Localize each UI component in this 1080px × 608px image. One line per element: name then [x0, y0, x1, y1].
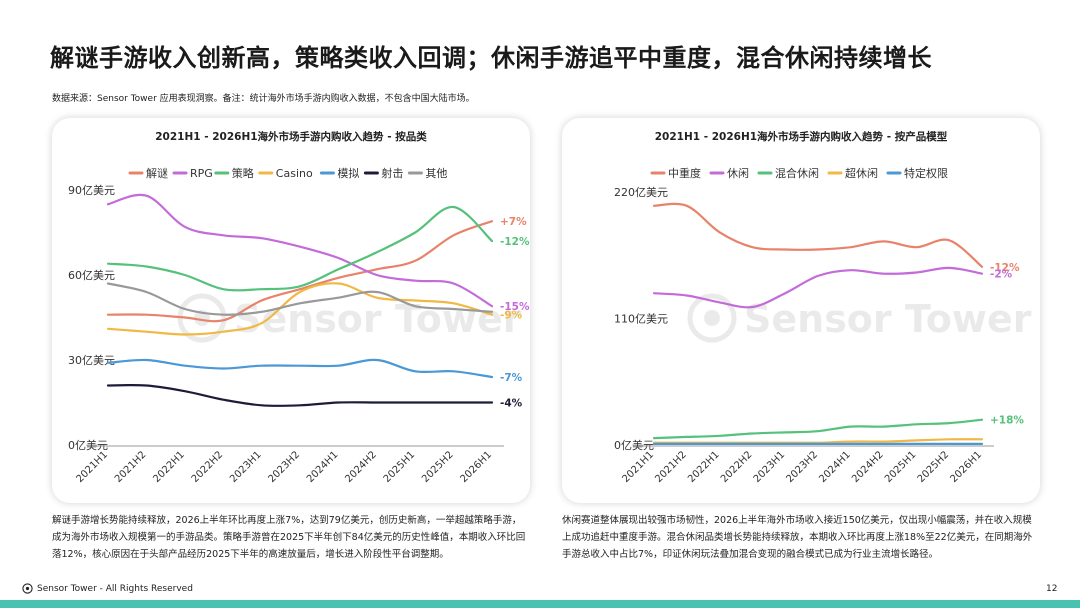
x-tick-label-8: 2025H1 [883, 449, 919, 485]
chart-panel-by-model: 2021H1 - 2026H1海外市场手游内购收入趋势 - 按产品模型 Senso… [562, 118, 1040, 503]
x-tick-label-7: 2024H2 [850, 449, 886, 485]
end-label-0: -12% [990, 262, 1020, 274]
chart-panel-by-genre: 2021H1 - 2026H1海外市场手游内购收入趋势 - 按品类 Sensor … [52, 118, 530, 503]
watermark-text: Sensor Tower [744, 297, 1032, 341]
legend-label-4: 特定权限 [904, 166, 948, 180]
legend-item-6: 其他 [407, 167, 447, 180]
legend-label-1: RPG [190, 167, 213, 180]
end-label-5: -4% [500, 398, 523, 410]
legend-item-3: 超休闲 [827, 166, 878, 180]
y-tick-label-0: 0亿美元 [614, 439, 654, 452]
description-right: 休闲赛道整体展现出较强市场韧性，2026上半年海外市场收入接近150亿美元，仅出… [562, 515, 1033, 560]
legend-label-1: 休闲 [727, 166, 749, 180]
legend-label-3: Casino [276, 167, 313, 180]
series-line-5 [106, 384, 494, 407]
x-tick-label-6: 2024H1 [817, 449, 853, 485]
bottom-accent-bar [0, 600, 1080, 608]
legend-item-4: 模拟 [319, 166, 359, 180]
series-line-2 [106, 205, 494, 292]
data-source-note: 数据来源：Sensor Tower 应用表现洞察。备注：统计海外市场手游内购收入… [52, 94, 475, 104]
series-line-0 [652, 202, 984, 268]
legend-label-2: 策略 [232, 166, 254, 180]
end-label-2: -12% [500, 236, 530, 248]
legend-item-0: 解谜 [128, 166, 168, 180]
legend-label-0: 中重度 [668, 166, 701, 180]
footer-brand: Sensor Tower - All Rights Reserved [22, 583, 193, 594]
legend-item-2: 策略 [214, 166, 254, 180]
x-tick-label-2: 2022H1 [151, 449, 187, 485]
y-tick-label-1: 110亿美元 [614, 313, 668, 326]
x-tick-label-3: 2022H2 [190, 449, 226, 485]
series-line-1 [106, 193, 494, 308]
series-line-1 [652, 266, 984, 309]
series-line-0 [106, 220, 494, 323]
legend-item-0: 中重度 [650, 166, 701, 180]
legend-label-5: 射击 [381, 166, 403, 180]
x-tick-label-10: 2026H1 [459, 449, 495, 485]
y-tick-label-3: 90亿美元 [68, 184, 115, 197]
x-tick-label-0: 2021H1 [621, 449, 657, 485]
x-tick-label-9: 2025H2 [420, 449, 456, 485]
page-number: 12 [1046, 584, 1058, 594]
end-label-2: +18% [990, 415, 1024, 427]
x-tick-label-4: 2023H1 [228, 449, 264, 485]
y-tick-label-1: 30亿美元 [68, 354, 115, 367]
x-tick-label-6: 2024H1 [305, 449, 341, 485]
x-tick-label-9: 2025H2 [916, 449, 952, 485]
series-line-6 [106, 282, 494, 316]
end-label-0: +7% [500, 216, 527, 228]
chart-by-model: 2021H1 - 2026H1海外市场手游内购收入趋势 - 按产品模型 Senso… [614, 130, 1032, 485]
legend-label-3: 超休闲 [845, 166, 878, 180]
end-label-4: -7% [500, 372, 523, 384]
watermark: Sensor Tower [687, 293, 1032, 343]
footer-text: Sensor Tower - All Rights Reserved [37, 583, 193, 594]
series-line-3 [652, 438, 984, 444]
x-tick-label-2: 2022H1 [686, 449, 722, 485]
chart-title: 2021H1 - 2026H1海外市场手游内购收入趋势 - 按产品模型 [655, 130, 948, 143]
watermark-logo-core [704, 310, 720, 326]
description-left: 解谜手游增长势能持续释放，2026上半年环比再度上涨7%，达到79亿美元，创历史… [52, 515, 526, 560]
series-line-3 [106, 282, 494, 336]
x-tick-label-0: 2021H1 [75, 449, 111, 485]
x-tick-label-1: 2021H2 [653, 449, 689, 485]
chart-title: 2021H1 - 2026H1海外市场手游内购收入趋势 - 按品类 [155, 130, 427, 143]
legend-item-1: 休闲 [709, 166, 749, 180]
legend-label-0: 解谜 [146, 166, 168, 180]
series-line-2 [652, 418, 984, 440]
end-label-1: -15% [500, 301, 530, 313]
watermark: Sensor Tower [177, 293, 522, 343]
legend-item-2: 混合休闲 [757, 166, 819, 180]
watermark-text: Sensor Tower [234, 297, 522, 341]
x-tick-label-8: 2025H1 [382, 449, 418, 485]
end-label-3: -9% [500, 310, 523, 322]
end-label-1: -2% [990, 269, 1013, 281]
legend-label-6: 其他 [425, 167, 447, 180]
legend-label-2: 混合休闲 [775, 166, 819, 180]
legend-label-4: 模拟 [337, 166, 359, 180]
x-tick-label-5: 2023H2 [785, 449, 821, 485]
x-tick-label-1: 2021H2 [113, 449, 149, 485]
legend-item-5: 射击 [363, 166, 403, 180]
legend-item-1: RPG [172, 167, 213, 180]
x-tick-label-10: 2026H1 [949, 449, 985, 485]
watermark-logo-icon [687, 293, 737, 343]
legend-item-3: Casino [258, 167, 313, 180]
x-tick-label-7: 2024H2 [343, 449, 379, 485]
legend-item-4: 特定权限 [886, 166, 948, 180]
y-tick-label-2: 60亿美元 [68, 269, 115, 282]
series-line-4 [106, 358, 494, 379]
page-title: 解谜手游收入创新高，策略类收入回调；休闲手游追平中重度，混合休闲持续增长 [50, 44, 932, 72]
x-tick-label-4: 2023H1 [752, 449, 788, 485]
sensor-tower-logo-icon [22, 583, 33, 594]
y-tick-label-0: 0亿美元 [68, 439, 108, 452]
y-tick-label-2: 220亿美元 [614, 186, 668, 199]
x-tick-label-5: 2023H2 [267, 449, 303, 485]
x-tick-label-3: 2022H2 [719, 449, 755, 485]
chart-by-genre: 2021H1 - 2026H1海外市场手游内购收入趋势 - 按品类 Sensor … [68, 130, 530, 485]
